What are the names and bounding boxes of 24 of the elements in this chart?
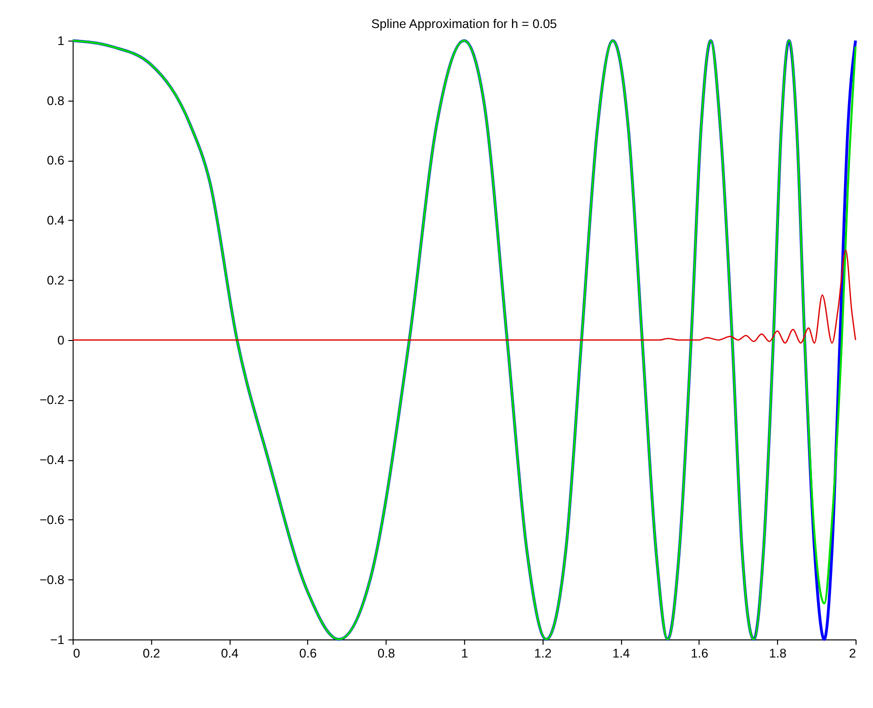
x-tick-label: 2 xyxy=(849,646,856,660)
y-tick-label: 0.2 xyxy=(46,273,64,288)
x-tick-label: 1.2 xyxy=(534,646,552,660)
x-tick-label: 1.4 xyxy=(612,646,630,660)
y-tick-label: −0.6 xyxy=(40,513,64,527)
x-tick-label: 0 xyxy=(73,646,80,660)
x-tick-label: 1.6 xyxy=(690,646,708,660)
x-tick-label: 0.6 xyxy=(299,646,317,660)
y-tick-label: 1 xyxy=(57,34,64,48)
y-tick-label: 0.6 xyxy=(46,154,64,168)
y-tick-label: 0 xyxy=(57,333,64,348)
line-series xyxy=(72,250,856,344)
y-tick-label: −0.2 xyxy=(40,393,64,408)
x-tick-label: 1 xyxy=(461,646,468,660)
y-tick-label: −1 xyxy=(50,632,64,647)
y-tick-label: 0.4 xyxy=(46,214,64,228)
y-tick-label: −0.4 xyxy=(40,453,64,468)
x-tick-label: 0.8 xyxy=(378,646,396,660)
y-tick-label: −0.8 xyxy=(40,572,64,587)
y-tick-label: 0.8 xyxy=(46,94,64,108)
x-tick-label: 0.2 xyxy=(142,646,160,660)
x-tick-label: 1.8 xyxy=(769,646,787,660)
chart-title: Spline Approximation for h = 0.05 xyxy=(371,17,557,32)
x-tick-label: 0.4 xyxy=(220,646,238,660)
